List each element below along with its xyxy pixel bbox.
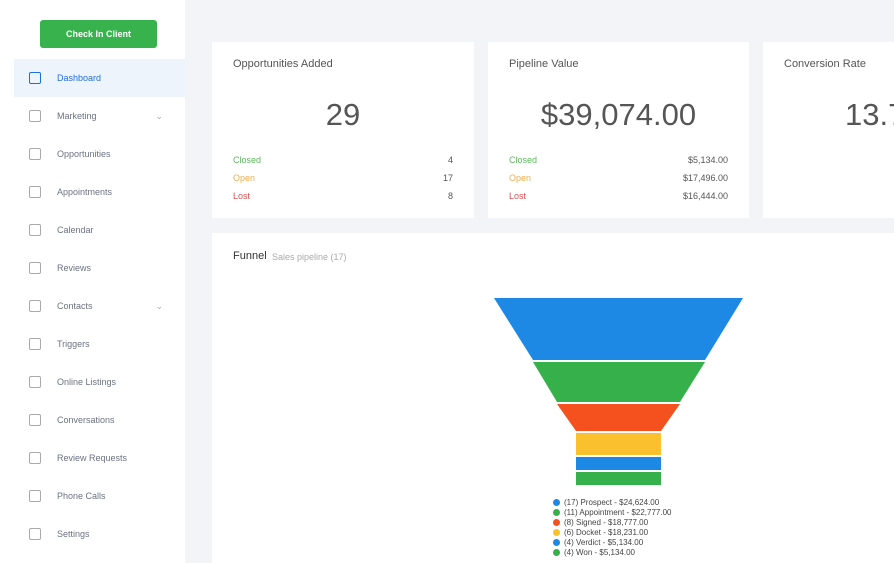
nav-item[interactable]: Reviews [14, 249, 185, 287]
legend-label: (11) Appointment - $22,777.00 [564, 508, 672, 517]
chevron: ⌄ [155, 300, 163, 311]
card: Conversion Rate 13.7 [763, 42, 894, 218]
legend-label: (8) Signed - $18,777.00 [564, 518, 649, 527]
legend-dot [553, 509, 560, 516]
nav-label: Triggers [57, 339, 90, 349]
legend-label: (4) Won - $5,134.00 [564, 548, 636, 557]
nav-icon [29, 110, 41, 122]
card: Pipeline Value $39,074.00 Closed $5,134.00 O… [488, 42, 749, 218]
chevron: ⌄ [155, 110, 163, 121]
stat-value: 8 [447, 191, 453, 201]
stat-value: 4 [447, 155, 453, 165]
stat-value: $5,134.00 [687, 155, 728, 165]
nav-label: Settings [57, 529, 90, 539]
nav-icon [29, 452, 41, 464]
nav-label: Online Listings [57, 377, 117, 387]
stat-value: $16,444.00 [682, 191, 728, 201]
funnel-segment [557, 404, 680, 431]
stat-value: 17 [442, 173, 453, 183]
funnel-chart [494, 298, 743, 485]
nav-label: Phone Calls [57, 491, 106, 501]
legend-dot [553, 499, 560, 506]
funnel-segment [576, 472, 661, 485]
legend-label: (6) Docket - $18,231.00 [564, 528, 649, 537]
legend-dot [553, 519, 560, 526]
stat-row: Lost 8 [233, 191, 453, 201]
nav-icon [29, 300, 41, 312]
nav-icon [29, 376, 41, 388]
nav-label: Appointments [57, 187, 113, 197]
funnel-segment [576, 433, 661, 455]
funnel-segment [494, 298, 743, 360]
legend-label: (17) Prospect - $24,624.00 [564, 498, 660, 507]
nav-icon [29, 528, 41, 540]
nav-icon [29, 148, 41, 160]
nav-item[interactable]: Settings [14, 515, 185, 553]
stat-row: Lost $16,444.00 [509, 191, 728, 201]
nav-icon [29, 72, 41, 84]
nav-icon [29, 414, 41, 426]
stat-label: Open [233, 173, 256, 183]
legend-item: (4) Verdict - $5,134.00 [553, 538, 643, 547]
stat-row: Closed $5,134.00 [509, 155, 728, 165]
funnel-title: Funnel [233, 250, 267, 262]
nav-item[interactable]: Online Listings [14, 363, 185, 401]
card-title: Conversion Rate [784, 58, 866, 70]
nav-label: Reviews [57, 263, 92, 273]
nav-label: Opportunities [57, 149, 111, 159]
check-in-button[interactable]: Check In Client [40, 20, 157, 48]
nav-item[interactable]: Dashboard [14, 59, 185, 97]
stat-label: Lost [233, 191, 251, 201]
stat-label: Lost [509, 191, 527, 201]
nav-label: Review Requests [57, 453, 128, 463]
nav-icon [29, 224, 41, 236]
card-title: Pipeline Value [509, 58, 579, 70]
nav-item[interactable]: Calendar [14, 211, 185, 249]
stat-value: $17,496.00 [682, 173, 728, 183]
nav-icon [29, 186, 41, 198]
stat-label: Closed [233, 155, 262, 165]
legend-dot [553, 549, 560, 556]
legend-item: (8) Signed - $18,777.00 [553, 518, 648, 527]
stat-row: Open $17,496.00 [509, 173, 728, 183]
legend-dot [553, 539, 560, 546]
legend-label: (4) Verdict - $5,134.00 [564, 538, 644, 547]
stat-row: Open 17 [233, 173, 453, 183]
funnel-panel: Funnel Sales pipeline (17) (17) Prospect… [212, 233, 894, 563]
nav-item[interactable]: Conversations [14, 401, 185, 439]
nav-item[interactable]: Marketing ⌄ [14, 97, 185, 135]
stat-row: Closed 4 [233, 155, 453, 165]
funnel-segment [533, 362, 705, 402]
funnel-subtitle: Sales pipeline (17) [272, 252, 347, 262]
nav-label: Marketing [57, 111, 97, 121]
nav-item[interactable]: Contacts ⌄ [14, 287, 185, 325]
stat-label: Closed [509, 155, 538, 165]
sidebar: Check In Client Dashboard Marketing ⌄ Oppor… [0, 0, 185, 563]
nav-item[interactable]: Triggers [14, 325, 185, 363]
card: Opportunities Added 29 Closed 4 Open 17 Lost 8 [212, 42, 474, 218]
stat-label: Open [509, 173, 532, 183]
funnel-segment [576, 457, 661, 470]
nav-label: Calendar [57, 225, 94, 235]
nav-icon [29, 262, 41, 274]
legend-item: (6) Docket - $18,231.00 [553, 528, 648, 537]
legend-item: (11) Appointment - $22,777.00 [553, 508, 671, 517]
card-value: $39,074.00 [540, 97, 697, 132]
nav-label: Dashboard [57, 73, 102, 83]
card-title: Opportunities Added [233, 58, 333, 70]
nav-item[interactable]: Phone Calls [14, 477, 185, 515]
legend-item: (4) Won - $5,134.00 [553, 548, 635, 557]
nav-label: Conversations [57, 415, 115, 425]
nav-item[interactable]: Review Requests [14, 439, 185, 477]
nav-icon [29, 338, 41, 350]
legend-item: (17) Prospect - $24,624.00 [553, 498, 659, 507]
nav-label: Contacts [57, 301, 93, 311]
nav-item[interactable]: Appointments [14, 173, 185, 211]
card-value: 13.7 [845, 97, 894, 132]
nav-item[interactable]: Opportunities [14, 135, 185, 173]
card-value: 29 [325, 97, 361, 132]
nav-icon [29, 490, 41, 502]
legend-dot [553, 529, 560, 536]
